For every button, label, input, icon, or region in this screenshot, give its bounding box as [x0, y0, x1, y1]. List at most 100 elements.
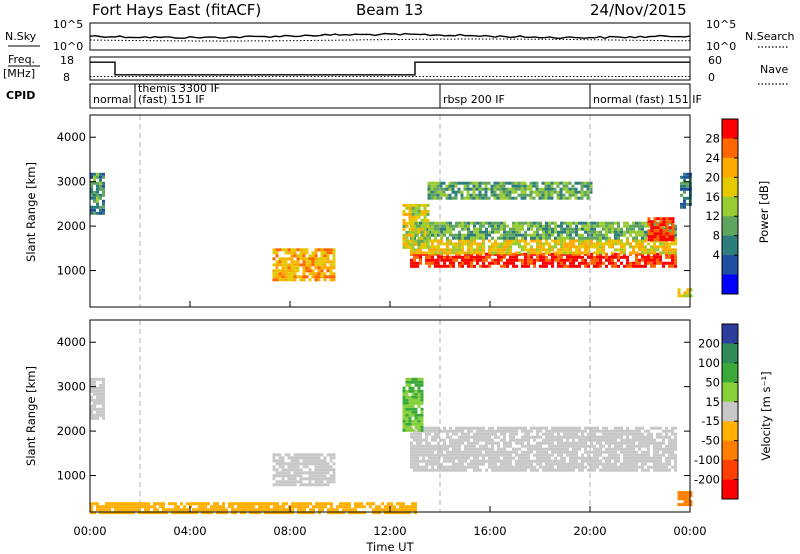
data-cell — [311, 462, 315, 466]
data-cell — [123, 502, 126, 506]
data-cell — [93, 392, 96, 396]
data-cell — [596, 456, 599, 460]
data-cell — [287, 471, 291, 475]
data-cell — [611, 441, 614, 445]
data-cell — [231, 511, 234, 515]
data-cell — [674, 447, 677, 451]
data-cell — [408, 410, 412, 414]
data-cell — [405, 404, 409, 408]
data-cell — [449, 453, 452, 457]
data-cell — [323, 263, 327, 267]
data-cell — [590, 465, 593, 469]
data-cell — [475, 184, 479, 188]
data-cell — [620, 432, 623, 436]
data-cell — [497, 227, 500, 231]
data-cell — [402, 221, 406, 225]
data-cell — [411, 215, 415, 219]
data-cell — [314, 459, 318, 463]
data-cell — [285, 502, 288, 506]
data-cell — [314, 480, 318, 484]
data-cell — [417, 215, 421, 219]
data-cell — [590, 441, 593, 445]
data-cell — [569, 435, 572, 439]
data-cell — [503, 465, 506, 469]
data-cell — [189, 511, 192, 515]
data-cell — [656, 456, 659, 460]
data-cell — [568, 193, 572, 197]
data-cell — [533, 221, 536, 225]
data-cell — [291, 511, 294, 515]
data-cell — [617, 435, 620, 439]
data-cell — [332, 480, 336, 484]
data-cell — [602, 236, 605, 240]
data-cell — [99, 386, 102, 390]
data-cell — [620, 255, 623, 259]
data-cell — [467, 432, 470, 436]
data-cell — [273, 505, 276, 509]
data-cell — [647, 441, 650, 445]
data-cell — [284, 275, 288, 279]
data-cell — [527, 227, 530, 231]
data-cell — [529, 190, 533, 194]
data-cell — [144, 511, 147, 515]
data-cell — [482, 251, 485, 255]
data-cell — [518, 245, 521, 249]
data-cell — [428, 426, 431, 430]
data-cell — [542, 230, 545, 234]
data-cell — [502, 187, 506, 191]
data-cell — [273, 508, 276, 512]
data-cell — [93, 404, 96, 408]
data-cell — [90, 404, 93, 408]
data-cell — [548, 465, 551, 469]
data-cell — [293, 474, 297, 478]
data-cell — [524, 221, 527, 225]
data-cell — [515, 465, 518, 469]
data-cell — [428, 432, 431, 436]
data-cell — [677, 491, 681, 495]
data-cell — [458, 441, 461, 445]
data-cell — [476, 465, 479, 469]
data-cell — [500, 221, 503, 225]
data-cell — [515, 459, 518, 463]
data-cell — [683, 500, 687, 504]
data-cell — [602, 429, 605, 433]
data-cell — [557, 258, 560, 262]
data-cell — [446, 456, 449, 460]
data-cell — [311, 269, 315, 273]
data-cell — [674, 230, 677, 234]
data-cell — [542, 456, 545, 460]
data-cell — [485, 459, 488, 463]
data-cell — [485, 447, 488, 451]
data-cell — [287, 272, 291, 276]
data-cell — [467, 255, 470, 259]
data-cell — [416, 459, 419, 463]
data-cell — [458, 468, 461, 472]
data-cell — [665, 444, 668, 448]
data-cell — [293, 251, 297, 255]
data-cell — [323, 474, 327, 478]
data-cell — [93, 380, 96, 384]
data-cell — [494, 435, 497, 439]
data-cell — [509, 462, 512, 466]
data-cell — [683, 172, 686, 176]
data-cell — [449, 441, 452, 445]
data-cell — [482, 462, 485, 466]
data-cell — [99, 508, 102, 512]
data-cell — [308, 269, 312, 273]
data-cell — [308, 266, 312, 270]
data-cell — [252, 502, 255, 506]
data-cell — [458, 261, 461, 265]
data-cell — [96, 184, 99, 188]
data-cell — [503, 435, 506, 439]
data-cell — [674, 453, 677, 457]
data-cell — [318, 508, 321, 512]
data-cell — [408, 389, 412, 393]
data-cell — [488, 230, 491, 234]
data-cell — [461, 438, 464, 442]
data-cell — [494, 224, 497, 228]
data-cell — [427, 193, 431, 197]
data-cell — [272, 257, 276, 261]
data-cell — [520, 184, 524, 188]
data-cell — [275, 248, 279, 252]
data-cell — [284, 263, 288, 267]
